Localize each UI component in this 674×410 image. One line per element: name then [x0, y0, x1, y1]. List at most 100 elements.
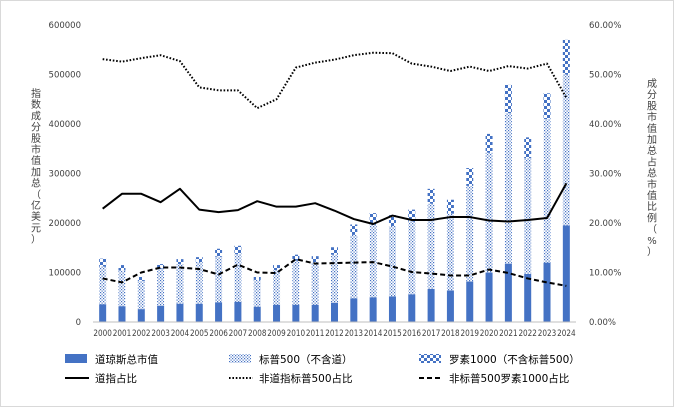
- bar-1-2021: [504, 113, 512, 264]
- bar-0-2000: [99, 304, 107, 322]
- bar-0-2012: [331, 302, 338, 322]
- bar-1-2019: [466, 185, 474, 282]
- legend-label-2: 罗素1000（不含标普500）: [449, 353, 580, 366]
- x-tick-label: 2023: [538, 329, 557, 339]
- bar-1-2005: [195, 262, 203, 304]
- bar-2-2014: [369, 213, 377, 225]
- x-tick-label: 2017: [422, 329, 441, 339]
- bar-0-2011: [311, 304, 319, 322]
- bar-1-2001: [118, 270, 126, 307]
- line-series-1: [102, 51, 568, 110]
- y-right-tick-label: 0.00%: [589, 318, 616, 328]
- bar-1-2022: [524, 158, 532, 274]
- bar-0-2005: [195, 303, 203, 322]
- bar-2-2024: [562, 39, 570, 75]
- legend-label-1: 标普500（不含道）: [259, 353, 353, 366]
- bar-0-2023: [543, 262, 551, 322]
- x-tick-label: 2012: [325, 329, 344, 339]
- legend-swatch-1: [229, 354, 251, 363]
- bar-0-2010: [292, 304, 300, 322]
- bar-1-2013: [350, 234, 358, 299]
- legend-label-3: 道指占比: [95, 372, 137, 385]
- bar-0-2009: [273, 304, 281, 322]
- bar-2-2019: [466, 168, 474, 186]
- bar-1-2011: [311, 262, 319, 305]
- bar-0-2018: [446, 290, 454, 322]
- bar-1-2015: [388, 225, 396, 297]
- bar-2-2017: [427, 188, 435, 204]
- bar-2-2007: [234, 245, 242, 255]
- y-right-axis-title: 成分股市值加总占总市值比例（%）: [647, 78, 657, 258]
- bar-2-2002: [137, 276, 145, 281]
- bar-2-2003: [157, 264, 165, 269]
- bar-2-2020: [485, 133, 493, 153]
- bar-1-2006: [215, 256, 223, 303]
- bar-1-2010: [292, 260, 300, 305]
- bar-2-2022: [524, 137, 532, 159]
- x-tick-label: 2015: [383, 329, 402, 339]
- bar-0-2001: [118, 306, 126, 322]
- bar-1-2002: [137, 280, 145, 310]
- x-tick-label: 2020: [480, 329, 499, 339]
- bar-1-2000: [99, 266, 107, 305]
- x-tick-label: 2011: [306, 329, 325, 339]
- bar-0-2014: [369, 297, 377, 322]
- x-tick-label: 2006: [209, 329, 228, 339]
- x-tick-label: 2013: [345, 329, 364, 339]
- legend-label-5: 非标普500罗素1000占比: [449, 372, 569, 385]
- y-right-tick-label: 10.00%: [589, 269, 621, 279]
- x-tick-label: 2004: [171, 329, 190, 339]
- bar-0-2021: [504, 263, 512, 322]
- bar-1-2018: [446, 213, 454, 291]
- bar-2-2001: [118, 265, 126, 271]
- x-tick-label: 2019: [460, 329, 479, 339]
- y-left-tick-label: 100000: [49, 269, 81, 279]
- y-right-tick-label: 30.00%: [589, 170, 621, 180]
- line-series-0: [102, 182, 568, 225]
- x-tick-label: 2018: [441, 329, 460, 339]
- bar-0-2006: [215, 302, 223, 322]
- bar-1-2008: [253, 279, 261, 307]
- y-left-tick-label: 400000: [49, 120, 81, 130]
- x-tick-label: 2003: [151, 329, 170, 339]
- bar-2-2011: [311, 256, 319, 263]
- bar-1-2004: [176, 264, 184, 304]
- bar-2-2006: [215, 248, 223, 257]
- bar-0-2013: [350, 298, 358, 322]
- bar-2-2018: [446, 199, 454, 214]
- x-tick-label: 2022: [518, 329, 537, 339]
- bar-1-2020: [485, 152, 493, 273]
- bar-2-2000: [99, 258, 107, 267]
- x-tick-label: 2010: [287, 329, 306, 339]
- x-tick-label: 2009: [267, 329, 286, 339]
- bar-2-2010: [292, 254, 300, 261]
- bar-2-2016: [408, 209, 416, 222]
- bar-2-2013: [350, 224, 358, 235]
- bar-1-2003: [157, 268, 165, 306]
- legend-label-4: 非道指标普500占比: [259, 372, 353, 385]
- y-right-tick-label: 40.00%: [589, 120, 621, 130]
- legend-swatch-2: [419, 354, 441, 363]
- y-right-tick-label: 20.00%: [589, 219, 621, 229]
- bar-1-2024: [562, 74, 570, 226]
- bar-2-2015: [388, 215, 396, 226]
- bar-0-2020: [485, 272, 493, 322]
- x-tick-label: 2005: [190, 329, 209, 339]
- y-right-tick-label: 50.00%: [589, 71, 621, 81]
- bar-0-2024: [562, 225, 570, 322]
- y-right-tick-label: 60.00%: [589, 21, 621, 31]
- bar-2-2005: [195, 257, 203, 263]
- bar-2-2012: [331, 247, 338, 255]
- x-tick-label: 2000: [93, 329, 112, 339]
- x-tick-label: 2014: [364, 329, 383, 339]
- x-tick-label: 2021: [499, 329, 518, 339]
- bar-2-2021: [504, 84, 512, 114]
- bar-0-2008: [253, 306, 261, 322]
- line-series-2: [102, 258, 567, 287]
- y-left-tick-label: 300000: [49, 170, 81, 180]
- x-tick-label: 2002: [132, 329, 151, 339]
- bar-1-2023: [543, 119, 551, 263]
- legend-swatch-0: [65, 354, 87, 363]
- bar-1-2016: [408, 221, 416, 295]
